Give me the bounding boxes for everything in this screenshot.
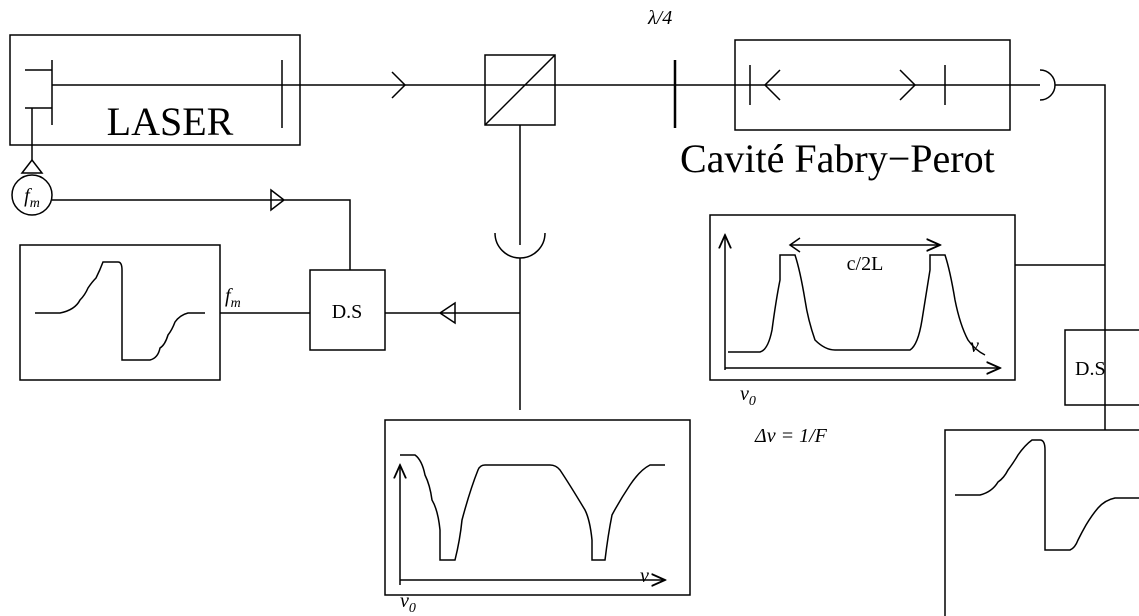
linewidth-label: Δν = 1/F <box>754 425 828 447</box>
quarter-wave-label: λ/4 <box>647 7 672 29</box>
axis-label: ν <box>970 335 979 357</box>
beam-splitter <box>484 54 556 126</box>
cavity <box>734 39 1011 131</box>
scope-right-bottom <box>944 429 1139 616</box>
axis-label: ν <box>640 565 649 587</box>
detector-right <box>1039 69 1106 405</box>
demod-left: D.S <box>332 301 363 323</box>
origin-label: ν0 <box>740 383 756 409</box>
subscript: m <box>30 196 40 211</box>
detector-bottom <box>494 125 546 410</box>
signal-line-right <box>1015 264 1106 430</box>
laser-label: LASER <box>107 99 234 144</box>
cavity-label: Cavité Fabry−Perot <box>680 136 995 181</box>
laser: LASER <box>9 34 301 160</box>
modulator: fm <box>11 158 53 216</box>
modulation-line <box>52 188 351 270</box>
demod-right: D.S <box>1075 358 1106 380</box>
scope-right <box>709 214 1016 381</box>
demod-left-box <box>309 269 386 351</box>
beam-arrow <box>391 71 407 99</box>
svg-text:fm: fm <box>24 185 40 211</box>
symbol: f <box>24 185 32 207</box>
scope-bottom <box>384 419 691 596</box>
demod-right-box <box>1064 329 1139 406</box>
spacing-label: c/2L <box>847 253 884 275</box>
scope-left <box>19 244 221 381</box>
origin-label: ν0 <box>400 590 416 616</box>
modulation-label: fm <box>225 285 241 311</box>
signal-line <box>220 301 520 325</box>
